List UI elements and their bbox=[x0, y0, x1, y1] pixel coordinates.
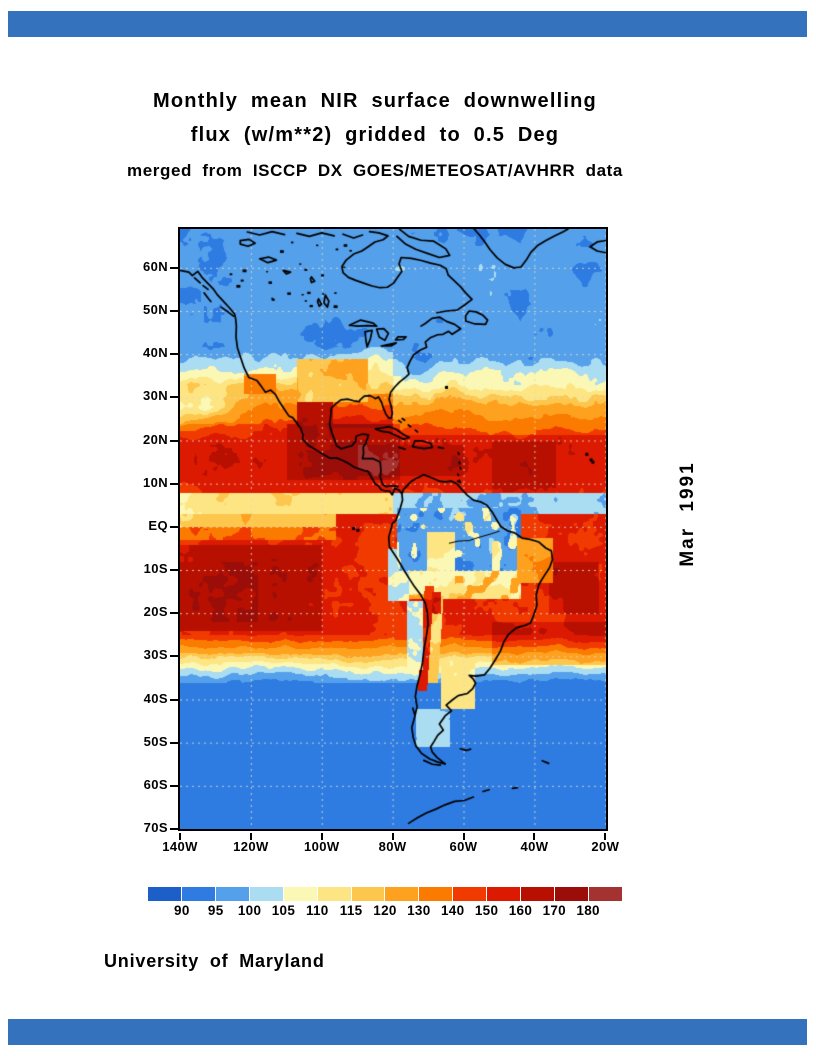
colorbar-value-label: 110 bbox=[305, 903, 329, 918]
lon-tick-label: 20W bbox=[591, 839, 620, 854]
colorbar-segment bbox=[215, 887, 249, 901]
lat-tick-label: 60S bbox=[143, 776, 168, 792]
lat-tick bbox=[170, 353, 178, 356]
colorbar-segment bbox=[283, 887, 317, 901]
lat-tick bbox=[170, 266, 178, 269]
lat-tick-label: 50S bbox=[143, 733, 168, 749]
lon-tick-label: 120W bbox=[233, 839, 269, 854]
lat-tick bbox=[170, 396, 178, 399]
colorbar-value-label: 170 bbox=[542, 903, 566, 918]
colorbar-value-label: 90 bbox=[174, 903, 190, 918]
lon-tick-label: 140W bbox=[162, 839, 198, 854]
colorbar-value-label: 130 bbox=[407, 903, 431, 918]
lat-tick-label: 10S bbox=[143, 561, 168, 576]
lat-tick-label: 30S bbox=[143, 647, 168, 663]
lon-tick-label: 60W bbox=[449, 839, 478, 854]
lat-tick bbox=[170, 310, 178, 312]
lat-tick-label: 70S bbox=[143, 820, 168, 835]
colorbar-segment bbox=[555, 887, 588, 901]
colorbar-value-label: 95 bbox=[207, 903, 224, 918]
colorbar-value-label: 140 bbox=[440, 903, 465, 918]
lat-tick-label: 10N bbox=[142, 474, 168, 490]
colorbar-value-label: 120 bbox=[373, 903, 397, 918]
lat-tick-label: EQ bbox=[148, 517, 168, 533]
colorbar-segment bbox=[249, 887, 283, 901]
colorbar bbox=[148, 887, 622, 901]
colorbar-segment bbox=[181, 887, 215, 901]
credit: University of Maryland bbox=[104, 951, 325, 971]
lat-tick-label: 30N bbox=[142, 388, 168, 404]
title-line-1: Monthly mean NIR surface downwelling bbox=[153, 90, 597, 112]
colorbar-segment bbox=[521, 887, 555, 901]
lon-tick-label: 80W bbox=[378, 839, 407, 854]
lat-tick-label: 20N bbox=[142, 431, 168, 447]
lon-tick bbox=[320, 833, 323, 840]
colorbar-segment bbox=[487, 887, 521, 901]
colorbar-value-label: 160 bbox=[508, 903, 533, 918]
lon-tick bbox=[462, 833, 465, 840]
map-frame bbox=[178, 227, 608, 831]
colorbar-value-label: 180 bbox=[576, 903, 600, 918]
lat-tick bbox=[170, 828, 178, 830]
lat-tick-label: 20S bbox=[143, 604, 168, 620]
lon-tick bbox=[179, 833, 181, 840]
lat-tick bbox=[170, 569, 178, 571]
colorbar-segment bbox=[588, 887, 622, 901]
lat-tick bbox=[170, 439, 178, 442]
lat-tick bbox=[170, 612, 178, 615]
bottom-border-bar bbox=[8, 1019, 807, 1045]
date-label: Mar 1991 bbox=[677, 461, 698, 567]
colorbar-segment bbox=[385, 887, 419, 901]
colorbar-segment bbox=[148, 887, 181, 901]
flux-map-canvas bbox=[180, 229, 606, 829]
lat-tick bbox=[170, 482, 178, 485]
lat-tick bbox=[170, 741, 178, 744]
lat-tick bbox=[170, 698, 178, 701]
lon-tick bbox=[533, 833, 536, 840]
lon-tick-label: 40W bbox=[520, 839, 549, 854]
colorbar-value-label: 115 bbox=[339, 903, 363, 918]
colorbar-segment bbox=[351, 887, 385, 901]
lat-tick-label: 40S bbox=[143, 690, 168, 706]
colorbar-value-label: 105 bbox=[271, 903, 296, 918]
colorbar-value-label: 100 bbox=[237, 903, 262, 918]
colorbar-segment bbox=[419, 887, 453, 901]
plot-title-block: Monthly mean NIR surface downwelling flu… bbox=[30, 84, 720, 186]
lat-tick-label: 40N bbox=[142, 345, 168, 361]
colorbar-segment bbox=[317, 887, 351, 901]
lon-tick bbox=[249, 833, 252, 840]
lat-tick bbox=[170, 525, 178, 528]
colorbar-segment bbox=[453, 887, 487, 901]
title-line-3: merged from ISCCP DX GOES/METEOSAT/AVHRR… bbox=[127, 161, 623, 180]
title-line-2: flux (w/m**2) gridded to 0.5 Deg bbox=[190, 124, 560, 146]
top-border-bar bbox=[8, 11, 807, 37]
lat-tick bbox=[170, 655, 178, 658]
lon-tick-label: 100W bbox=[303, 839, 340, 854]
lon-tick bbox=[391, 833, 394, 840]
lat-tick bbox=[170, 784, 178, 787]
colorbar-value-label: 150 bbox=[474, 903, 499, 918]
lat-tick-label: 50N bbox=[142, 302, 168, 317]
lon-tick bbox=[604, 833, 607, 840]
lat-tick-label: 60N bbox=[142, 258, 168, 274]
